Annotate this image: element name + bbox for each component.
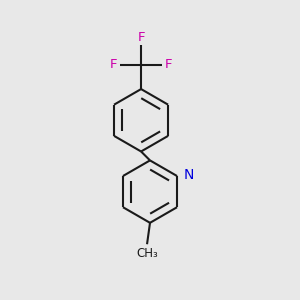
Text: N: N [184, 167, 194, 182]
Text: CH₃: CH₃ [136, 247, 158, 260]
Text: F: F [165, 58, 172, 71]
Text: F: F [137, 31, 145, 44]
Text: F: F [110, 58, 118, 71]
